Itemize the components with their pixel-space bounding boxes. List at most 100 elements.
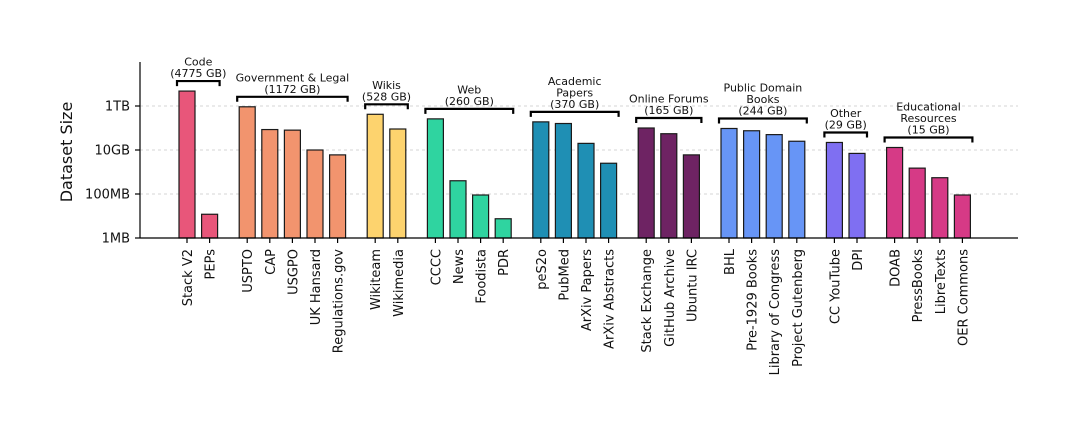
x-tick-label: Project Gutenberg <box>791 249 806 367</box>
x-tick-label: USGPO <box>286 249 301 295</box>
group-label: (4775 GB) <box>170 67 226 80</box>
group-label: Other <box>830 107 862 120</box>
x-tick-label: News <box>452 249 467 284</box>
bar <box>953 194 972 239</box>
group-brackets <box>175 79 974 143</box>
group-bracket <box>635 116 703 123</box>
y-axis-title: Dataset Size <box>57 102 76 203</box>
bar <box>885 146 904 239</box>
bar <box>908 167 926 239</box>
group-label: Educational <box>896 100 961 113</box>
x-tick-label: Foodista <box>475 249 490 304</box>
group-bracket <box>424 107 515 114</box>
x-tick-label: Ubuntu IRC <box>685 249 700 322</box>
x-tick-label: GitHub Archive <box>663 249 678 347</box>
group-label: (29 GB) <box>825 118 867 131</box>
x-tick-label: PEPs <box>204 249 219 280</box>
group-label: (165 GB) <box>644 104 693 117</box>
group-label: (15 GB) <box>907 123 949 136</box>
group-label: Online Forums <box>629 93 709 106</box>
x-tick-label: BHL <box>723 248 738 275</box>
bar <box>848 152 866 239</box>
group-label: (370 GB) <box>550 98 599 111</box>
x-tick-label: Regulations.gov <box>332 249 347 354</box>
bar <box>283 129 301 239</box>
bar <box>238 106 256 239</box>
x-tick-label: USPTO <box>241 249 256 293</box>
bar <box>599 162 618 239</box>
bar <box>389 128 407 239</box>
x-tick-label: CCCC <box>429 249 444 285</box>
group-label: Books <box>746 93 779 106</box>
y-tick-label: 1MB <box>102 232 130 247</box>
x-tick-label: DOAB <box>889 249 904 287</box>
group-label: Government & Legal <box>236 71 350 84</box>
bar <box>532 121 550 239</box>
x-tick-label: Stack Exchange <box>640 249 655 353</box>
y-tick-label: 1TB <box>105 100 130 115</box>
bar <box>765 134 783 239</box>
x-tick-label: CAP <box>264 249 279 275</box>
bar <box>201 213 219 239</box>
group-label: (528 GB) <box>362 90 411 103</box>
group-bracket <box>823 131 869 138</box>
bar <box>554 122 573 239</box>
y-tick-labels: 1MB 100MB 10GB 1TB <box>85 100 140 247</box>
group-label: Papers <box>556 86 593 99</box>
bar <box>742 130 761 239</box>
bar <box>306 149 324 239</box>
group-bracket <box>717 117 808 124</box>
x-tick-label: PubMed <box>557 249 572 301</box>
bar <box>637 127 655 239</box>
bar <box>788 140 806 239</box>
bar <box>577 142 595 239</box>
x-tick-labels: Stack V2 PEPs USPTO CAP USGPO UK Hansard Regul… <box>181 238 971 375</box>
bar <box>449 180 467 239</box>
bar <box>261 128 279 239</box>
group-label: (1172 GB) <box>264 83 320 96</box>
y-tick-label: 100MB <box>85 188 130 203</box>
group-label: Public Domain <box>724 81 803 94</box>
x-tick-label: LibreTexts <box>934 249 949 314</box>
x-tick-label: Library of Congress <box>768 249 783 376</box>
group-bracket <box>529 110 620 117</box>
bar <box>472 194 490 239</box>
group-bracket <box>175 79 221 87</box>
bar <box>494 218 512 239</box>
bar <box>366 113 384 239</box>
bar <box>660 133 678 239</box>
x-tick-label: DPI <box>851 249 866 271</box>
group-label: Code <box>184 56 212 69</box>
x-tick-label: Stack V2 <box>181 249 196 306</box>
x-tick-label: peS2o <box>535 249 550 290</box>
x-tick-label: CC YouTube <box>828 249 843 324</box>
x-tick-label: Wikiteam <box>369 249 384 310</box>
group-label: (244 GB) <box>738 104 787 117</box>
bar <box>426 118 444 239</box>
x-tick-label: ArXiv Papers <box>580 249 595 331</box>
group-label: Wikis <box>372 79 401 92</box>
group-bracket <box>364 103 409 110</box>
group-label: Resources <box>900 112 956 125</box>
x-tick-label: Wikimedia <box>392 249 407 317</box>
bar <box>931 177 949 239</box>
y-tick-label: 10GB <box>94 144 130 159</box>
bar <box>720 127 738 239</box>
group-labels: Code(4775 GB) Government & Legal(1172 GB)… <box>170 56 961 137</box>
x-tick-label: OER Commons <box>956 249 971 346</box>
bar <box>178 90 196 239</box>
group-label: (260 GB) <box>445 95 494 108</box>
x-tick-label: PDR <box>497 249 512 276</box>
group-bracket <box>236 95 349 102</box>
x-tick-label: PressBooks <box>911 249 926 323</box>
bar <box>682 154 701 239</box>
group-label: Web <box>457 83 481 96</box>
group-label: Academic <box>548 75 602 88</box>
x-tick-label: Pre-1929 Books <box>746 249 761 351</box>
bar <box>825 141 844 239</box>
x-tick-label: ArXiv Abstracts <box>603 249 618 349</box>
bar <box>329 154 347 239</box>
group-bracket <box>883 136 974 143</box>
x-tick-label: UK Hansard <box>309 249 324 325</box>
